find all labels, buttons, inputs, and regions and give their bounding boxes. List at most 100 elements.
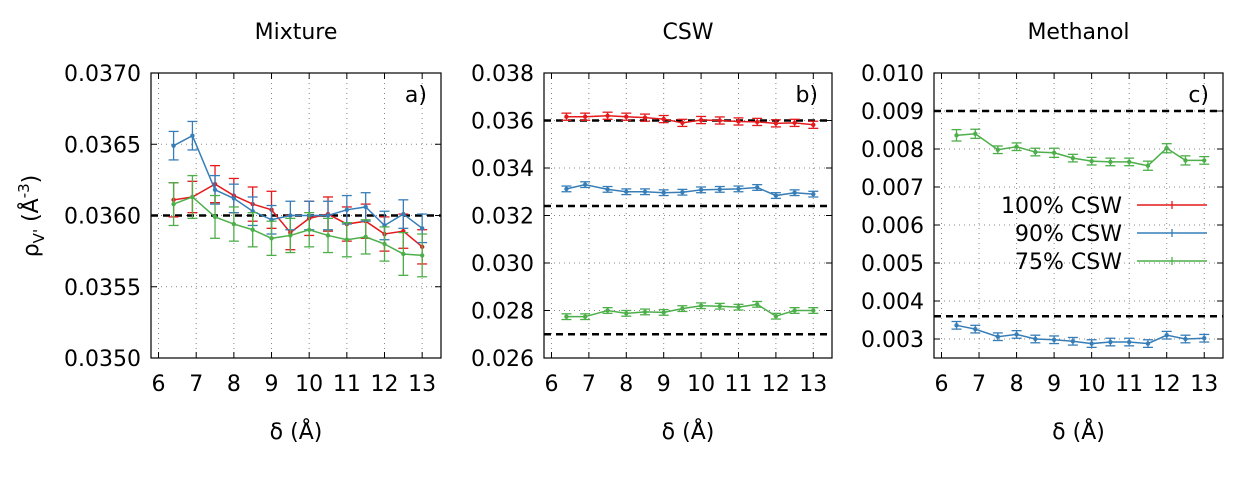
data-point [1089,341,1094,346]
y-tick-label: 0.028 [471,300,534,325]
data-point [212,187,218,193]
plot-frame [933,72,1224,359]
data-point [1108,159,1113,165]
series-line [956,133,1205,167]
data-point [754,185,760,190]
x-tick-label: 13 [1190,372,1218,397]
panel-2: 6 7 8 9 10 11 12 13 0.026 0.028 0.030 0.032 0.034 0.0… [471,20,833,445]
data-point [1202,336,1207,341]
series-100-csw [561,111,819,129]
y-tick-label: 0.006 [861,214,924,239]
data-point [582,182,588,187]
x-tick-label: 7 [189,372,203,397]
data-point [171,201,176,207]
panel-1: 6 7 8 9 10 11 12 13 0.0350 0.0355 0.0360 0.0365 0.03… [64,20,442,445]
x-tick-label: 13 [799,372,827,397]
data-point [1014,332,1019,337]
data-point [605,113,610,118]
x-tick-label: 9 [657,372,671,397]
data-point [811,308,816,313]
data-point [1033,336,1038,342]
x-tick-label: 9 [1047,372,1061,397]
x-tick-label: 11 [1115,372,1143,397]
legend: 100% CSW 90% CSW 75% CSW [1001,194,1207,275]
data-point [231,196,237,201]
data-point [419,226,425,231]
data-point [680,120,685,126]
data-point [1051,337,1057,342]
panel-title: CSW [662,20,713,45]
data-point [973,326,978,332]
data-point [306,227,312,232]
data-point [792,308,797,313]
data-point [344,207,350,212]
data-point [325,233,331,238]
data-point [363,234,368,240]
x-axis-label: δ (Å) [270,418,323,445]
data-point [736,186,741,192]
panel-3: 6 7 8 9 10 11 12 13 0.003 0.004 0.005 0.006 0.007 0.0… [861,20,1224,445]
y-tick-label: 0.010 [861,62,924,87]
data-point [954,323,959,328]
x-tick-label: 8 [227,372,241,397]
data-point [1089,158,1094,164]
data-point [1070,155,1076,161]
data-point [344,237,350,242]
series-75-csw [561,300,819,321]
x-axis-label: δ (Å) [1052,418,1105,445]
data-point [269,236,274,241]
y-tick-label: 0.0360 [64,205,141,230]
data-point [1145,163,1151,168]
series-line [566,114,814,126]
x-tick-label: 8 [619,372,633,397]
y-tick-label: 0.004 [861,290,924,315]
data-point [624,311,629,316]
panel-label: c) [1188,83,1209,108]
data-point [624,189,629,194]
data-point [717,304,722,309]
data-point [773,314,779,319]
y-tick-label: 0.0355 [64,276,141,301]
data-point [363,204,368,210]
x-tick-label: 6 [544,372,558,397]
y-tick-label: 0.032 [471,205,534,230]
panel-label: a) [405,83,427,108]
plot-frame [543,72,833,359]
y-axis-label: ρV' (Å-3) [15,175,48,258]
data-point [171,143,176,148]
x-tick-label: 10 [1078,372,1106,397]
data-point [1126,159,1132,165]
series-line [956,324,1205,345]
data-point [212,214,218,220]
data-point [1070,339,1076,344]
x-tick-label: 11 [724,372,752,397]
data-point [698,117,704,123]
data-point [288,213,293,218]
panel-title: Mixture [255,20,338,45]
data-point [792,120,797,126]
data-point [995,147,1001,152]
data-point [1014,144,1019,149]
data-point [642,115,648,120]
data-point [1164,333,1169,338]
data-point [736,304,741,310]
data-point [698,187,704,193]
legend-label: 90% CSW [1015,222,1122,247]
data-point [642,309,648,315]
x-tick-label: 6 [935,372,949,397]
series-line [566,303,814,318]
data-point [717,118,722,123]
data-point [1051,150,1057,155]
data-point [1202,158,1207,163]
data-point [754,302,760,307]
data-point [736,119,741,124]
series-line [173,196,423,257]
data-point [1126,339,1132,345]
data-point [190,133,195,138]
y-tick-label: 0.003 [861,328,924,353]
data-point [401,251,406,257]
data-point [717,187,722,192]
data-point [661,190,666,195]
data-point [1145,341,1151,346]
